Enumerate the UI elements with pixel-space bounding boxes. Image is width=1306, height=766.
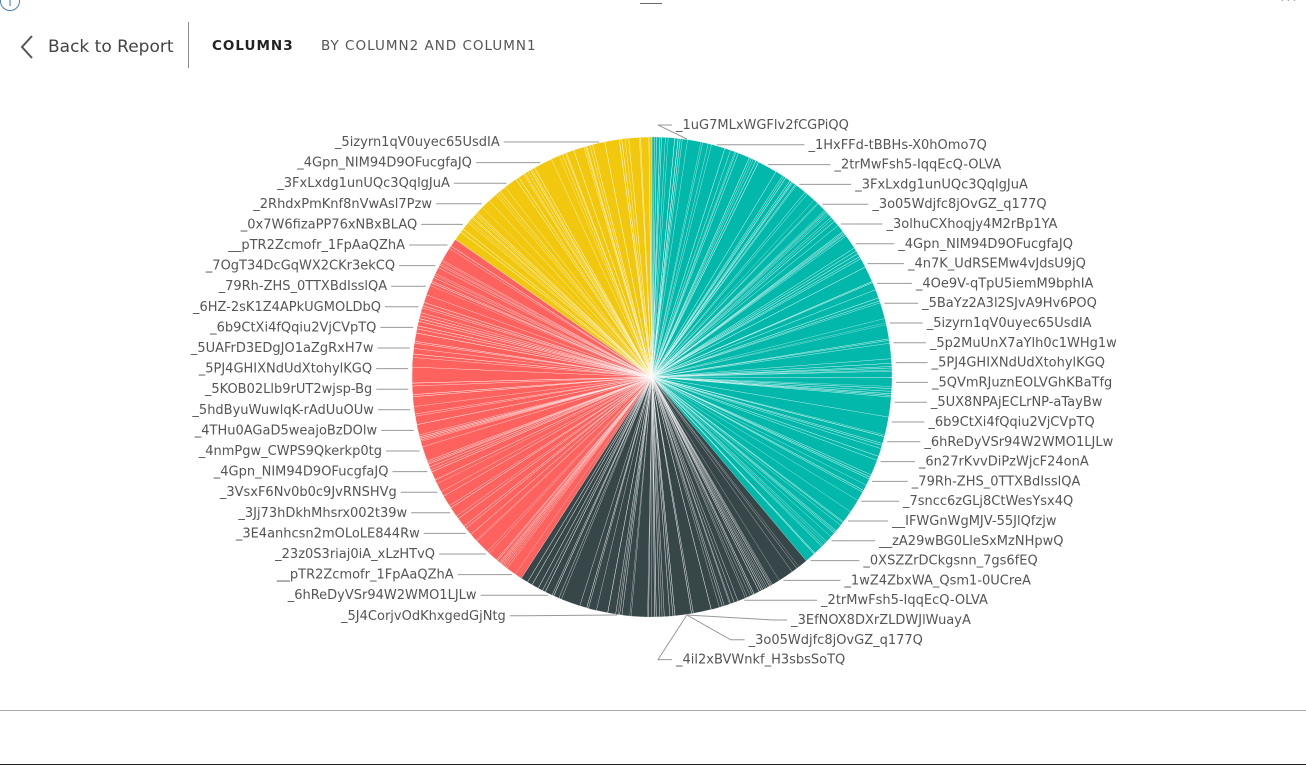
pie-label: _6n27rKvvDiPzWjcF24onA xyxy=(918,455,1089,470)
header-divider xyxy=(188,22,189,68)
pie-label: __IFWGnWgMJV-55JlQfzjw xyxy=(891,514,1057,529)
visual-title: COLUMN3 xyxy=(212,38,294,54)
pie-label: _4Gpn_NIM94D9OFucgfaJQ xyxy=(296,156,472,171)
pie-label: _6b9CtXi4fQqiu2VjCVpTQ xyxy=(209,320,376,335)
pie-label: _5hdByuWuwlqK-rAdUuOUw xyxy=(191,403,374,418)
more-options-icon[interactable]: ··· xyxy=(1280,0,1298,9)
pie-label: _23z0S3riaj0iA_xLzHTvQ xyxy=(274,547,435,562)
pie-label: _3EfNOX8DXrZLDWJlWuayA xyxy=(790,613,971,628)
pie-label: _4n7K_UdRSEMw4vJdsU9jQ xyxy=(907,257,1086,272)
pie-label: _4Gpn_NIM94D9OFucgfaJQ xyxy=(897,237,1073,252)
pie-label: _3Jj73hDkhMhsrx002t39w xyxy=(237,506,407,521)
pie-labels: _1uG7MLxWGFlv2fCGPiQQ _1HxFFd-tBBHs-X0hOm… xyxy=(190,118,1117,668)
pie-label: _3o05Wdjfc8jOvGZ_q177Q xyxy=(748,633,923,648)
pie-label: _3E4anhcsn2mOLoLE844Rw xyxy=(235,526,420,541)
pie-label: __zA29wBG0LleSxMzNHpwQ xyxy=(878,534,1063,549)
bottom-divider xyxy=(0,710,1306,711)
pie-label: __pTR2Zcmofr_1FpAaQZhA xyxy=(227,238,405,253)
pie-label: _5izyrn1qV0uyec65UsdIA xyxy=(334,135,500,150)
pie-label: _4Gpn_NIM94D9OFucgfaJQ xyxy=(213,465,389,480)
pie-label: _0XSZZrDCkgsnn_7gs6fEQ xyxy=(862,554,1037,569)
bottom-border xyxy=(0,764,1306,765)
pie-label: _6hReDyVSr94W2WMO1LJLw xyxy=(287,588,477,603)
top-bar: i ··· xyxy=(0,0,1306,14)
pie-label: _3FxLxdg1unUQc3QqlgJuA xyxy=(276,176,450,191)
pie-label: _2trMwFsh5-IqqEcQ-OLVA xyxy=(820,593,988,608)
pie-label: __pTR2Zcmofr_1FpAaQZhA xyxy=(276,568,454,583)
pie-label: _2trMwFsh5-IqqEcQ-OLVA xyxy=(833,158,1001,173)
pie-label: _7sncc6zGLj8CtWesYsx4Q xyxy=(902,494,1073,509)
leader-line xyxy=(686,614,788,621)
pie-label: _0x7W6fizaPP76xNBxBLAQ xyxy=(240,217,417,232)
pie-label: _1wZ4ZbxWA_Qsm1-0UCreA xyxy=(843,573,1031,588)
leader-lines xyxy=(376,124,928,661)
info-icon[interactable]: i xyxy=(0,0,20,11)
leader-line xyxy=(686,614,745,641)
leader-line xyxy=(509,614,618,617)
pie-slice[interactable] xyxy=(648,136,653,378)
pie-label: _6b9CtXi4fQqiu2VjCVpTQ xyxy=(927,415,1094,430)
pie-label: _3FxLxdg1unUQc3QqlgJuA xyxy=(854,177,1028,192)
header: Back to Report COLUMN3 BY COLUMN2 AND CO… xyxy=(0,22,1306,68)
pie-slices xyxy=(411,136,893,618)
pie-label: _4il2xBVWnkf_H3sbsSoTQ xyxy=(675,653,845,668)
pie-label: _79Rh-ZHS_0TTXBdIsslQA xyxy=(911,474,1081,489)
pie-label: _5p2MuUnX7aYlh0c1WHg1w xyxy=(929,336,1117,351)
leader-line xyxy=(657,124,688,140)
pie-label: _4THu0AGaD5weajoBzDOlw xyxy=(194,423,378,438)
pie-label: _1HxFFd-tBBHs-X0hOmo7Q xyxy=(807,138,986,153)
pie-label: _3VsxF6Nv0b0c9JvRNSHVg xyxy=(219,485,397,500)
pie-label: _5izyrn1qV0uyec65UsdIA xyxy=(926,316,1092,331)
pie-chart[interactable]: _1uG7MLxWGFlv2fCGPiQQ _1HxFFd-tBBHs-X0hOm… xyxy=(0,80,1306,700)
pie-label: _2RhdxPmKnf8nVwAsl7Pzw xyxy=(252,197,432,212)
drag-handle[interactable] xyxy=(640,0,662,4)
pie-label: _5UAFrD3EDgJO1aZgRxH7w xyxy=(190,341,374,356)
back-to-report-label: Back to Report xyxy=(48,37,174,57)
pie-label: _7OgT34DcGqWX2CKr3ekCQ xyxy=(205,259,395,274)
pie-label: _6HZ-2sK1Z4APkUGMOLDbQ xyxy=(192,300,381,315)
leader-line xyxy=(657,614,688,661)
pie-label: _4nmPgw_CWPS9Qkerkp0tg xyxy=(198,444,382,459)
visual-subtitle: BY COLUMN2 AND COLUMN1 xyxy=(321,38,537,54)
pie-label: _5J4CorjvOdKhxgedGjNtg xyxy=(340,609,506,624)
pie-label: _3olhuCXhoqjy4M2rBp1YA xyxy=(886,217,1058,232)
chevron-left-icon xyxy=(20,35,33,59)
pie-label: _5PJ4GHIXNdUdXtohylKGQ xyxy=(931,356,1105,371)
pie-label: _5BaYz2A3l2SJvA9Hv6POQ xyxy=(921,296,1097,311)
pie-label: _5KOB02Llb9rUT2wjsp-Bg xyxy=(204,382,372,397)
pie-label: _6hReDyVSr94W2WMO1LJLw xyxy=(923,435,1113,450)
pie-label: _5UX8NPAjECLrNP-aTayBw xyxy=(930,395,1103,410)
pie-label: _1uG7MLxWGFlv2fCGPiQQ xyxy=(675,118,849,133)
pie-label: _5PJ4GHIXNdUdXtohylKGQ xyxy=(198,362,372,377)
pie-label: _5QVmRJuznEOLVGhKBaTfg xyxy=(931,375,1112,390)
back-to-report-button[interactable]: Back to Report xyxy=(18,34,174,60)
pie-label: _3o05Wdjfc8jOvGZ_q177Q xyxy=(871,197,1046,212)
pie-label: _4Oe9V-qTpU5iemM9bphIA xyxy=(915,276,1094,291)
pie-label: _79Rh-ZHS_0TTXBdIsslQA xyxy=(218,279,388,294)
